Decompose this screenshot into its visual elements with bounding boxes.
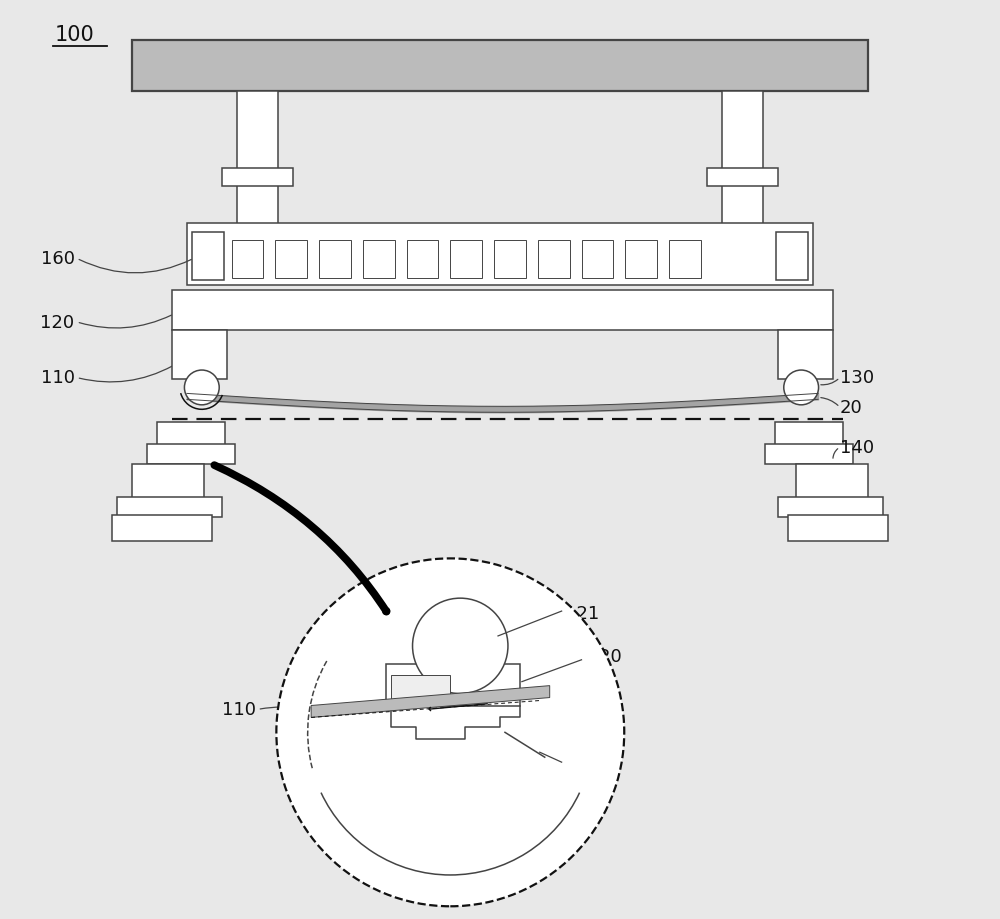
Polygon shape bbox=[311, 686, 550, 718]
Text: 110: 110 bbox=[222, 700, 256, 719]
Bar bbox=[778, 331, 833, 380]
Circle shape bbox=[784, 370, 819, 405]
Bar bbox=[157, 423, 225, 448]
Bar bbox=[132, 40, 868, 92]
Text: 140: 140 bbox=[840, 438, 874, 457]
Bar bbox=[275, 241, 307, 278]
Bar bbox=[775, 423, 843, 448]
Bar bbox=[796, 464, 868, 499]
Text: 121: 121 bbox=[565, 605, 599, 622]
Bar bbox=[319, 241, 351, 278]
Bar bbox=[778, 497, 883, 517]
Bar bbox=[386, 664, 520, 706]
Bar bbox=[707, 168, 778, 187]
Bar bbox=[625, 241, 657, 278]
Text: ~20: ~20 bbox=[584, 647, 622, 665]
Bar bbox=[407, 241, 438, 278]
Bar bbox=[237, 92, 278, 232]
Bar bbox=[192, 233, 224, 281]
Bar bbox=[538, 241, 570, 278]
Circle shape bbox=[276, 559, 624, 906]
Bar bbox=[117, 497, 222, 517]
Bar bbox=[112, 516, 212, 541]
Bar bbox=[776, 233, 808, 281]
Bar bbox=[147, 445, 235, 464]
Circle shape bbox=[184, 370, 219, 405]
Bar bbox=[363, 241, 395, 278]
Bar bbox=[222, 168, 293, 187]
Bar bbox=[788, 516, 888, 541]
Bar bbox=[669, 241, 701, 278]
Bar bbox=[172, 331, 227, 380]
Bar bbox=[582, 241, 613, 278]
Text: 110: 110 bbox=[41, 369, 75, 387]
Bar bbox=[172, 290, 833, 331]
Text: 160: 160 bbox=[41, 250, 75, 268]
Bar bbox=[187, 224, 813, 286]
Bar bbox=[232, 241, 263, 278]
Text: 130: 130 bbox=[840, 369, 874, 387]
FancyArrowPatch shape bbox=[214, 466, 387, 612]
Text: 111: 111 bbox=[565, 756, 599, 775]
Bar bbox=[494, 241, 526, 278]
Bar bbox=[722, 92, 763, 232]
Bar bbox=[391, 675, 450, 699]
Text: 20: 20 bbox=[840, 399, 863, 417]
Text: 120: 120 bbox=[40, 313, 75, 332]
Text: 100: 100 bbox=[55, 25, 94, 44]
Bar bbox=[765, 445, 853, 464]
Circle shape bbox=[413, 598, 508, 694]
Bar bbox=[450, 241, 482, 278]
Bar bbox=[132, 464, 204, 499]
